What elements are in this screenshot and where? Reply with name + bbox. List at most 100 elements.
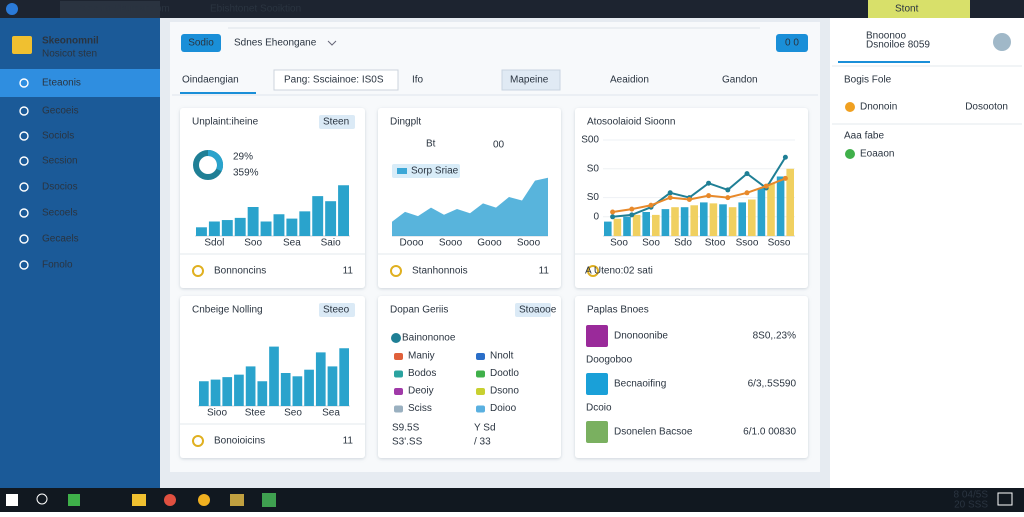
card-footer: Bonoioicins — [214, 436, 265, 447]
tab[interactable]: Aeaidion — [610, 75, 649, 86]
card-title: Dingplt — [390, 117, 421, 128]
legend-label: Maniy — [408, 351, 435, 362]
total: S9.5S — [392, 423, 420, 434]
row-icon — [586, 373, 608, 395]
donut-segment — [207, 149, 224, 172]
profile-name[interactable]: Stont — [895, 4, 919, 15]
row-sub: Dcoio — [586, 403, 612, 414]
x-tick-label: Dooo — [400, 238, 424, 249]
brand-subtitle: Nosicot sten — [42, 49, 97, 60]
footer-icon — [587, 265, 599, 277]
start-button[interactable] — [6, 494, 18, 506]
nav-item[interactable]: Gecaels — [42, 234, 79, 245]
bar — [767, 183, 775, 236]
row-name: Becnaoifing — [614, 379, 666, 390]
point — [667, 195, 673, 201]
action-button[interactable] — [776, 34, 808, 52]
nav-item[interactable]: Eteaonis — [42, 78, 81, 89]
nav-item[interactable]: Gecoeis — [42, 106, 79, 117]
bar — [221, 220, 233, 236]
x-tick-label: Sdo — [674, 238, 692, 249]
app-icon[interactable] — [230, 494, 244, 506]
stat: Bt — [426, 139, 436, 150]
icon — [845, 149, 855, 159]
browser-bar — [0, 0, 1024, 18]
card — [180, 108, 365, 288]
bar — [247, 207, 259, 236]
tab[interactable]: Ifo — [412, 75, 424, 86]
legend-label: Nnolt — [490, 351, 514, 362]
bar — [709, 203, 718, 236]
app-icon[interactable] — [164, 494, 176, 506]
card-footer: Bonnoncins — [214, 266, 266, 277]
x-tick-label: Sioo — [207, 408, 227, 419]
tab-title[interactable]: Stocuis Skumanobm — [78, 4, 170, 15]
x-tick-label: Ssoo — [736, 238, 759, 249]
nav-icon — [19, 234, 29, 244]
avatar[interactable] — [993, 33, 1011, 51]
link[interactable]: Dosooton — [965, 102, 1008, 113]
badge[interactable] — [515, 303, 551, 317]
x-tick-label: Sea — [283, 238, 301, 249]
card — [378, 108, 561, 288]
y-tick-label: S0 — [587, 192, 600, 203]
search-icon[interactable] — [36, 493, 48, 505]
bar — [338, 185, 349, 236]
nav-item[interactable]: Secsion — [42, 156, 78, 167]
card-title: Cnbeige Nolling — [192, 305, 263, 316]
app-icon[interactable] — [262, 493, 276, 507]
point — [686, 197, 692, 203]
bar — [680, 207, 689, 236]
footer-count: 11 — [343, 436, 354, 447]
primary-button[interactable] — [181, 34, 221, 52]
app-icon[interactable] — [198, 494, 210, 506]
nav-item[interactable]: Sociols — [42, 131, 74, 142]
tab-chip[interactable] — [501, 69, 561, 91]
tab[interactable]: Pang: Ssciainoe: IS0S — [284, 75, 384, 86]
nav-item[interactable]: Fonolo — [42, 260, 73, 271]
tab-input[interactable] — [273, 69, 399, 91]
badge-label[interactable]: Steeo — [323, 305, 350, 316]
tab[interactable]: Oindaengian — [182, 75, 239, 86]
bar — [292, 376, 303, 406]
button-label[interactable]: Sodio — [188, 38, 214, 49]
point — [706, 193, 712, 199]
tab[interactable] — [60, 1, 160, 18]
row-value: 6/1.0 00830 — [743, 427, 796, 438]
clock-time: 8 04/5S — [954, 490, 989, 501]
badge-label[interactable]: Steen — [323, 117, 349, 128]
bar — [700, 202, 708, 236]
bar — [199, 381, 209, 406]
nav-icon — [19, 78, 29, 88]
notification-icon[interactable] — [997, 492, 1013, 506]
footer-icon — [192, 435, 204, 447]
total: / 33 — [474, 437, 491, 448]
point — [744, 190, 750, 196]
y-tick-label: 0 — [593, 211, 599, 222]
card-title: Atosoolaioid Sioonn — [587, 117, 675, 128]
badge[interactable] — [319, 303, 355, 317]
line — [612, 156, 787, 218]
panel-title: Bnoonoo — [866, 31, 906, 42]
bar — [210, 379, 221, 406]
tab[interactable]: Mapeine — [510, 75, 549, 86]
bar — [304, 369, 314, 406]
nav-icon — [19, 260, 29, 270]
app-icon[interactable] — [132, 494, 146, 506]
bar — [196, 227, 207, 236]
button-label[interactable]: 0 0 — [785, 38, 799, 49]
x-tick-label: Soo — [642, 238, 660, 249]
tab[interactable]: Gandon — [722, 75, 758, 86]
app-icon[interactable] — [68, 494, 80, 506]
nav-item[interactable]: Dsocios — [42, 182, 78, 193]
bar — [652, 214, 660, 236]
legend-swatch — [476, 405, 485, 413]
y-tick-label: S0 — [587, 163, 600, 174]
nav-item[interactable]: Secoels — [42, 208, 78, 219]
badge-label[interactable]: Stoaooe — [519, 305, 557, 316]
tab-title[interactable]: Ebishtonet Sooiktion — [210, 4, 301, 15]
badge[interactable] — [319, 115, 355, 129]
bar — [690, 205, 698, 236]
brand-logo — [12, 36, 32, 54]
profile-chip[interactable] — [868, 0, 970, 18]
